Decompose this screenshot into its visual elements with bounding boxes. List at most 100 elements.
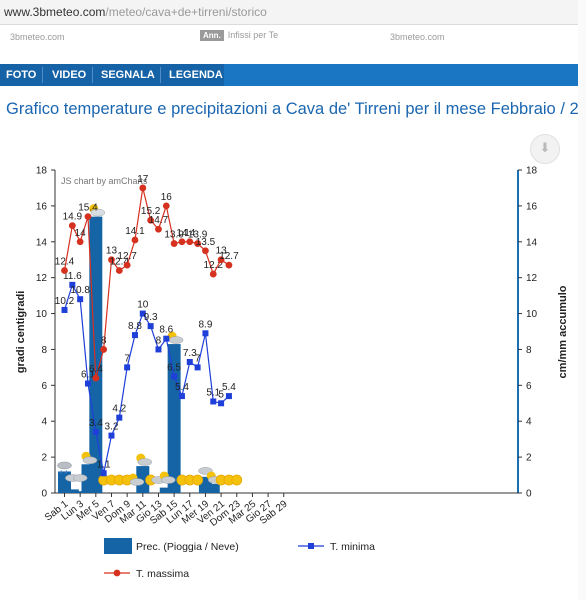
- t-max-data-label: 14: [176, 228, 188, 239]
- nav-divider: [92, 67, 93, 83]
- y-tick-label-right: 18: [526, 166, 538, 177]
- t-min-data-label: 10: [137, 300, 149, 311]
- precip-bar: [167, 344, 181, 493]
- nav-bar-fill: [224, 64, 578, 86]
- nav-divider: [42, 67, 43, 83]
- cloud-icon: [168, 336, 184, 344]
- precip-bar: [65, 489, 79, 493]
- nav-foto[interactable]: FOTO: [6, 69, 37, 81]
- t-min-data-label: 5.4: [175, 382, 189, 393]
- t-max-point: [131, 236, 139, 244]
- nav-video[interactable]: VIDEO: [52, 69, 87, 81]
- t-max-data-label: 14: [184, 228, 196, 239]
- t-min-data-label: 8: [156, 335, 162, 346]
- page-title: Grafico temperature e precipitazioni a C…: [6, 100, 586, 118]
- y-tick-label-left: 18: [36, 166, 48, 177]
- legend-precip-swatch[interactable]: [104, 538, 132, 554]
- t-min-data-label: 6.1: [81, 370, 95, 381]
- t-min-data-label: 3.2: [105, 422, 119, 433]
- t-min-point: [84, 380, 91, 387]
- t-min-data-label: 6.5: [167, 362, 181, 373]
- t-max-point: [115, 267, 123, 274]
- snow-cloud-icon: [90, 208, 106, 217]
- download-chart-button[interactable]: ⬇: [530, 134, 560, 164]
- cloud-icon: [72, 474, 88, 482]
- precip-bar: [159, 487, 173, 493]
- y-tick-label-left: 6: [41, 381, 47, 392]
- t-min-line: [63, 283, 230, 474]
- y-tick-label-left: 2: [41, 453, 47, 464]
- t-max-point: [61, 267, 68, 274]
- y-axis-title-left: gradi centigradi: [15, 291, 27, 374]
- t-min-point: [178, 393, 185, 400]
- t-min-point: [108, 432, 115, 439]
- ad-middle[interactable]: Ann. Infissi per Te: [200, 30, 278, 41]
- amcharts-credit: JS chart by amCharts: [61, 176, 148, 186]
- url-text[interactable]: www.3bmeteo.com/meteo/cava+de+tirreni/st…: [4, 0, 267, 24]
- ad-right-text[interactable]: 3bmeteo.com: [390, 32, 445, 42]
- browser-url-bar[interactable]: www.3bmeteo.com/meteo/cava+de+tirreni/st…: [0, 0, 586, 25]
- t-max-point: [217, 256, 225, 264]
- t-max-point: [178, 238, 186, 246]
- t-max-data-label: 12.4: [55, 256, 75, 267]
- ad-badge: Ann.: [200, 30, 224, 41]
- precip-bar: [89, 216, 103, 493]
- y-tick-label-left: 12: [36, 273, 48, 284]
- y-axis-title-right: cm/mm accumulo: [557, 285, 569, 378]
- t-min-point: [147, 323, 154, 330]
- t-min-point: [124, 364, 131, 371]
- y-tick-label-left: 14: [36, 237, 48, 248]
- t-min-data-label: 4.2: [112, 404, 126, 415]
- t-max-data-label: 15.4: [78, 203, 98, 214]
- sun-icon: [192, 474, 204, 486]
- ad-row: 3bmeteo.com Ann. Infissi per Te 3bmeteo.c…: [0, 26, 586, 48]
- cloud-icon: [129, 478, 145, 486]
- url-prefix: www.: [4, 5, 33, 19]
- t-min-point: [100, 470, 107, 477]
- t-min-data-label: 1.1: [97, 459, 111, 470]
- nav-segnala[interactable]: SEGNALA: [101, 69, 155, 81]
- media-nav-bar: FOTO VIDEO SEGNALA LEGENDA: [0, 64, 578, 86]
- legend-tmin-label: T. minima: [330, 541, 375, 553]
- t-max-data-label: 14.9: [63, 212, 83, 223]
- precip-bar: [73, 491, 87, 493]
- t-max-point: [92, 374, 100, 382]
- t-max-data-label: 15.2: [141, 206, 161, 217]
- t-max-data-label: 16: [161, 192, 173, 203]
- t-max-data-label: 13: [106, 246, 118, 257]
- y-tick-label-right: 0: [526, 489, 532, 500]
- t-min-data-label: 3.4: [89, 418, 103, 429]
- t-max-point: [155, 225, 162, 233]
- y-tick-label-right: 10: [526, 309, 538, 320]
- t-max-data-label: 17: [137, 174, 149, 185]
- t-min-data-label: 8.6: [159, 325, 173, 336]
- y-tick-label-left: 4: [41, 417, 47, 428]
- t-max-data-label: 12.4: [110, 256, 130, 267]
- legend-precip-label: Prec. (Pioggia / Neve): [136, 541, 239, 553]
- y-tick-label-right: 4: [526, 417, 532, 428]
- rain-cloud-icon: [57, 461, 72, 470]
- t-min-point: [163, 335, 170, 342]
- nav-divider: [160, 67, 161, 83]
- t-min-data-label: 11.6: [63, 271, 82, 282]
- t-max-data-label: 12.2: [204, 260, 224, 271]
- ad-left-text[interactable]: 3bmeteo.com: [10, 32, 65, 42]
- t-min-point: [186, 359, 193, 366]
- t-max-data-label: 14: [75, 228, 87, 239]
- scrollbar-track[interactable]: [578, 0, 586, 600]
- y-tick-label-right: 14: [526, 237, 538, 248]
- t-max-point: [100, 346, 108, 353]
- t-min-data-label: 5: [218, 389, 224, 400]
- nav-legenda[interactable]: LEGENDA: [169, 69, 223, 81]
- t-max-point: [162, 202, 170, 210]
- download-icon: ⬇: [539, 140, 551, 155]
- y-tick-label-left: 0: [41, 489, 47, 500]
- sun-icon: [231, 474, 243, 486]
- t-max-point: [139, 184, 147, 192]
- cloud-icon: [137, 458, 153, 466]
- t-min-data-label: 5.4: [222, 382, 236, 393]
- precip-bar: [136, 466, 150, 493]
- t-min-point: [225, 393, 232, 400]
- url-host: 3bmeteo.com: [32, 5, 106, 19]
- t-min-data-label: 8.8: [128, 321, 142, 332]
